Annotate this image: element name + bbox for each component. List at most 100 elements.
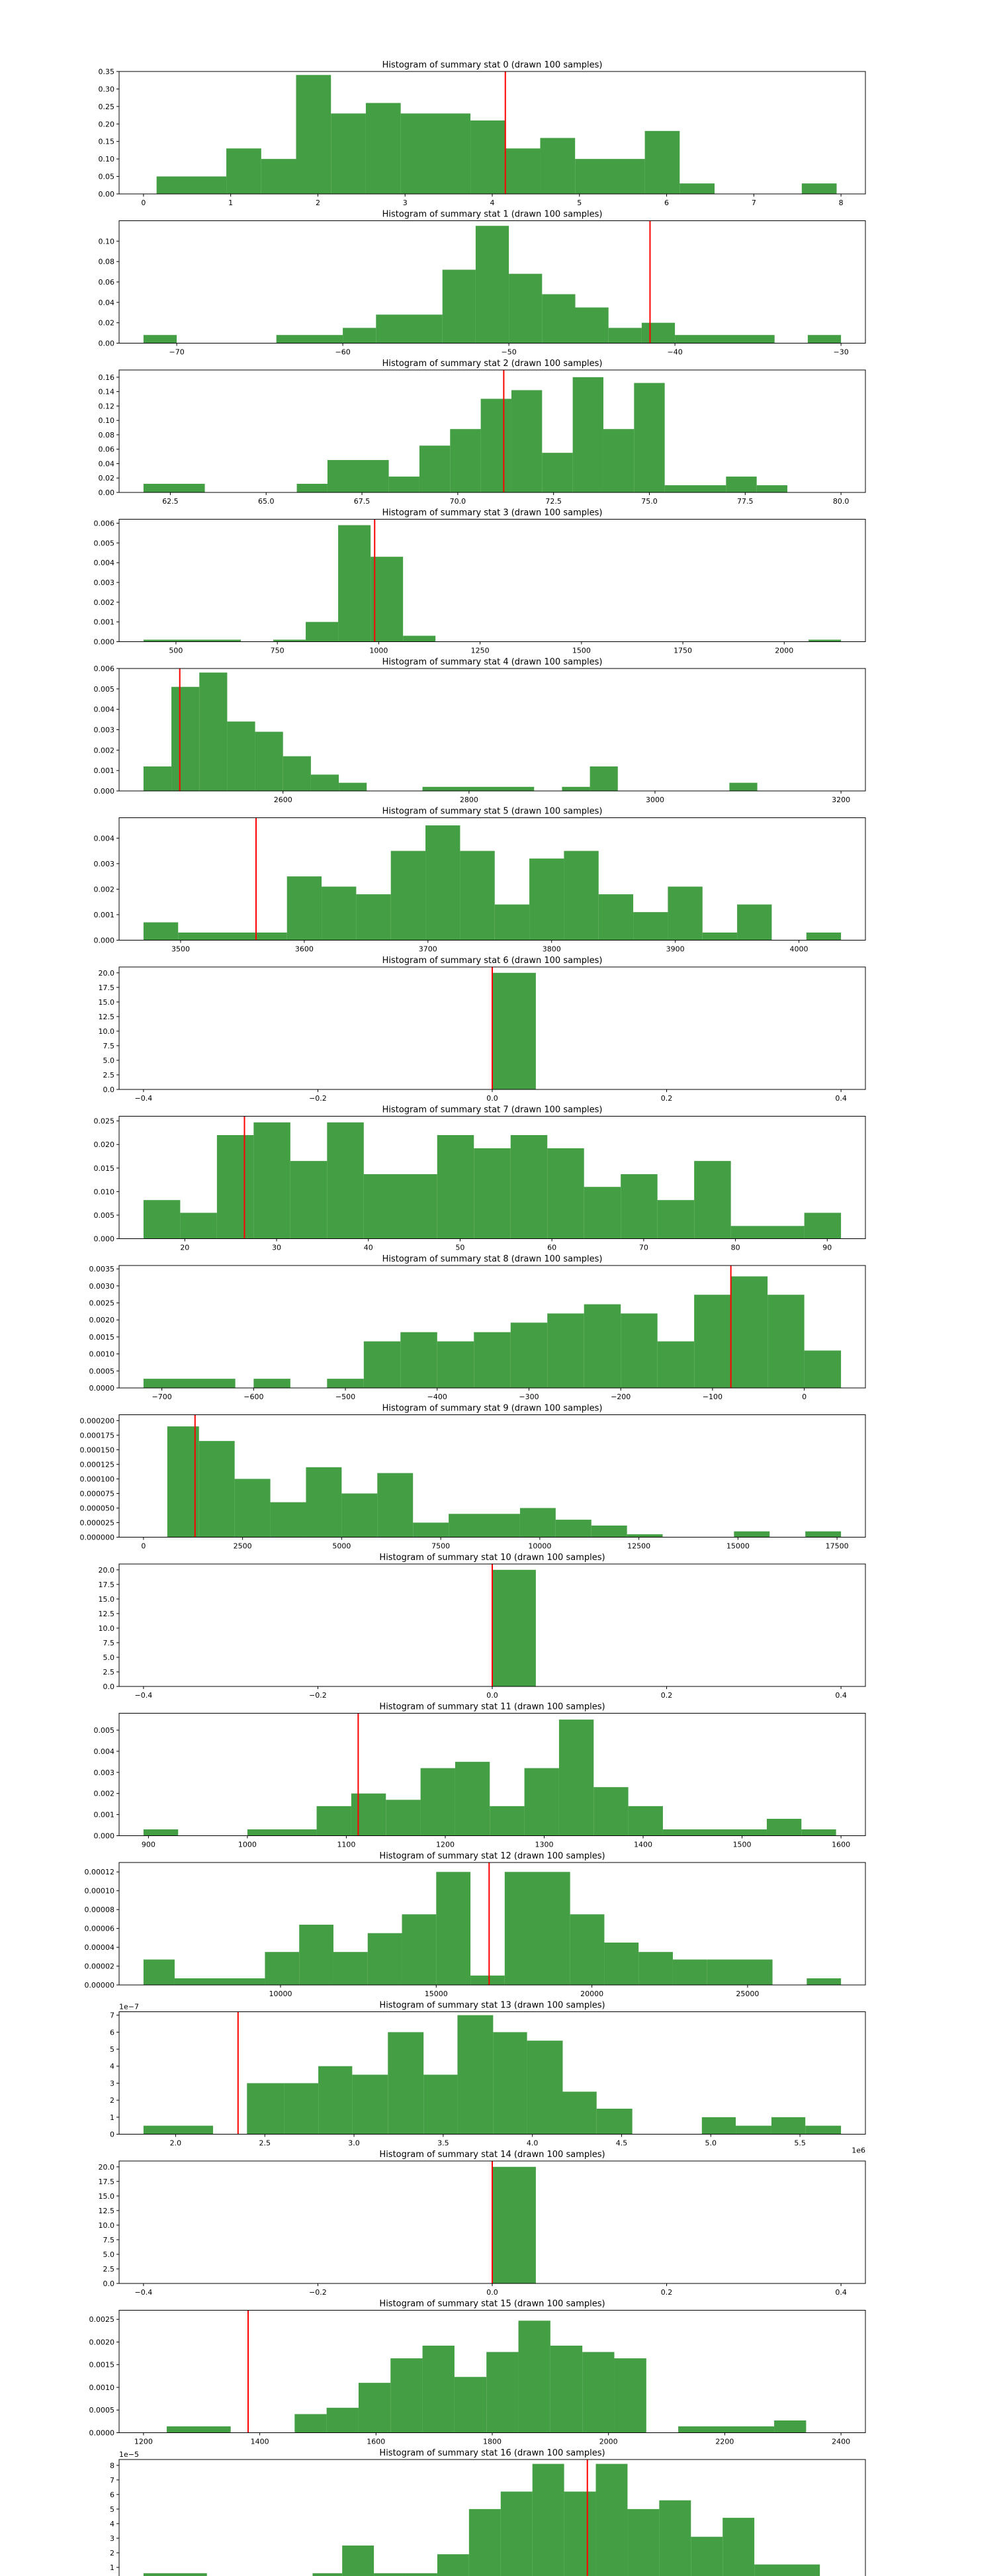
x-tick-label: 1600 (832, 1841, 850, 1849)
histogram-bar (143, 639, 241, 642)
histogram-bar (377, 1473, 414, 1538)
histogram-bar (604, 1942, 639, 1985)
x-tick-label: 8 (839, 199, 844, 207)
histogram-bar (493, 2032, 527, 2135)
histogram-bar (247, 2083, 285, 2135)
x-tick-label: 10000 (528, 1542, 551, 1551)
histogram-bar (388, 2032, 424, 2135)
histogram-bar (363, 1341, 401, 1388)
chart-title: Histogram of summary stat 14 (drawn 100 … (379, 2150, 605, 2160)
histogram-bar (306, 621, 339, 642)
x-tick-label: 7500 (431, 1542, 450, 1551)
x-tick-label: 70 (639, 1244, 648, 1252)
x-tick-label: 2 (316, 199, 320, 207)
y-tick-label: 0.000150 (80, 1446, 115, 1454)
histogram-bar (608, 328, 642, 344)
y-tick-label: 0.004 (94, 559, 115, 567)
chart-title: Histogram of summary stat 5 (drawn 100 s… (382, 807, 603, 817)
x-tick-label: −0.4 (135, 1691, 153, 1700)
histogram-bar (490, 1806, 525, 1836)
histogram-bar (804, 1213, 842, 1239)
chart-title: Histogram of summary stat 8 (drawn 100 s… (382, 1254, 603, 1264)
plot-frame (118, 1265, 866, 1389)
x-tick-label: 0.0 (486, 2288, 498, 2297)
histogram-bar (542, 294, 576, 344)
x-tick-label: 900 (142, 1841, 155, 1849)
x-tick-label: 3600 (295, 945, 314, 954)
histogram-bar (596, 2108, 633, 2135)
x-tick-label: 7 (752, 199, 756, 207)
histogram-bar (437, 1341, 474, 1388)
histogram-bar (662, 1829, 767, 1836)
histogram-bar (774, 2420, 807, 2433)
histogram-bar (542, 453, 573, 492)
y-tick-label: 2.5 (103, 1668, 115, 1677)
y-tick-label: 12.5 (99, 2207, 115, 2215)
histogram-bar (570, 1914, 605, 1985)
x-tick-label: 5 (577, 199, 582, 207)
histogram-bar (807, 1978, 842, 1985)
x-tick-label: 1100 (337, 1841, 355, 1849)
x-tick-label: 0.2 (661, 1691, 673, 1700)
x-tick-label: −40 (667, 348, 682, 357)
x-offset-label: 1e6 (852, 2146, 865, 2155)
chart-title: Histogram of summary stat 11 (drawn 100 … (379, 1702, 605, 1712)
histogram-bar (474, 1332, 511, 1388)
y-tick-label: 0.10 (99, 237, 115, 246)
y-tick-label: 2 (110, 2549, 114, 2557)
histogram-bar (352, 2074, 388, 2135)
histogram-bar (694, 1295, 731, 1388)
x-tick-label: 1250 (471, 647, 490, 655)
y-tick-label: 0.02 (99, 474, 115, 483)
y-tick-label: 0.0010 (89, 2383, 115, 2392)
x-tick-label: −0.4 (135, 2288, 153, 2297)
histogram-bar (591, 1525, 627, 1538)
x-tick-label: −600 (243, 1393, 263, 1401)
histogram-bar (659, 2500, 691, 2576)
histogram-bar (270, 1502, 306, 1538)
y-tick-label: 2.5 (103, 2265, 115, 2274)
x-tick-label: 25000 (736, 1990, 759, 1998)
histogram-panel-10: Histogram of summary stat 10 (drawn 100 … (99, 1553, 866, 1700)
y-tick-label: 0.000 (94, 787, 115, 796)
histogram-bar (199, 672, 228, 791)
x-tick-label: −0.2 (309, 1691, 327, 1700)
histogram-bar (678, 2426, 775, 2433)
histogram-bar (737, 904, 772, 941)
x-tick-label: 750 (271, 647, 285, 655)
x-tick-label: 0 (141, 199, 146, 207)
x-tick-label: 1750 (674, 647, 692, 655)
y-tick-label: 0.000100 (80, 1475, 115, 1483)
y-tick-label: 5.0 (103, 1653, 115, 1662)
histogram-panel-6: Histogram of summary stat 6 (drawn 100 s… (99, 956, 866, 1103)
histogram-bar (562, 2092, 597, 2135)
x-tick-label: 3700 (419, 945, 437, 954)
histogram-bar (253, 1122, 290, 1239)
y-tick-label: 0.14 (99, 388, 115, 396)
x-tick-label: 2000 (599, 2438, 618, 2446)
plot-frame (118, 1713, 866, 1836)
chart-title: Histogram of summary stat 6 (drawn 100 s… (382, 956, 603, 966)
histogram-panel-9: Histogram of summary stat 9 (drawn 100 s… (80, 1404, 866, 1551)
histogram-bar (595, 2463, 628, 2576)
plot-frame (118, 817, 866, 941)
histogram-bar (376, 314, 443, 344)
histogram-bar (584, 1304, 621, 1388)
x-tick-label: 0.4 (835, 1691, 847, 1700)
x-tick-label: 0.4 (835, 2288, 847, 2297)
histogram-bar (265, 1952, 300, 1985)
y-tick-label: 0.04 (99, 459, 115, 468)
y-tick-label: 0.0005 (89, 2406, 115, 2415)
histogram-bar (801, 1829, 836, 1836)
y-tick-label: 0.006 (94, 665, 115, 673)
y-tick-label: 0.20 (99, 120, 115, 128)
y-tick-label: 7.5 (103, 1042, 115, 1050)
histogram-panel-16: Histogram of summary stat 16 (drawn 100 … (110, 2448, 866, 2576)
x-tick-label: 0 (141, 1542, 146, 1551)
histogram-bar (402, 1914, 437, 1985)
histogram-bar (339, 782, 367, 791)
histogram-bar (492, 972, 536, 1089)
histogram-bar (621, 1313, 658, 1388)
x-tick-label: 3.5 (437, 2139, 449, 2148)
chart-title: Histogram of summary stat 16 (drawn 100 … (379, 2448, 605, 2458)
